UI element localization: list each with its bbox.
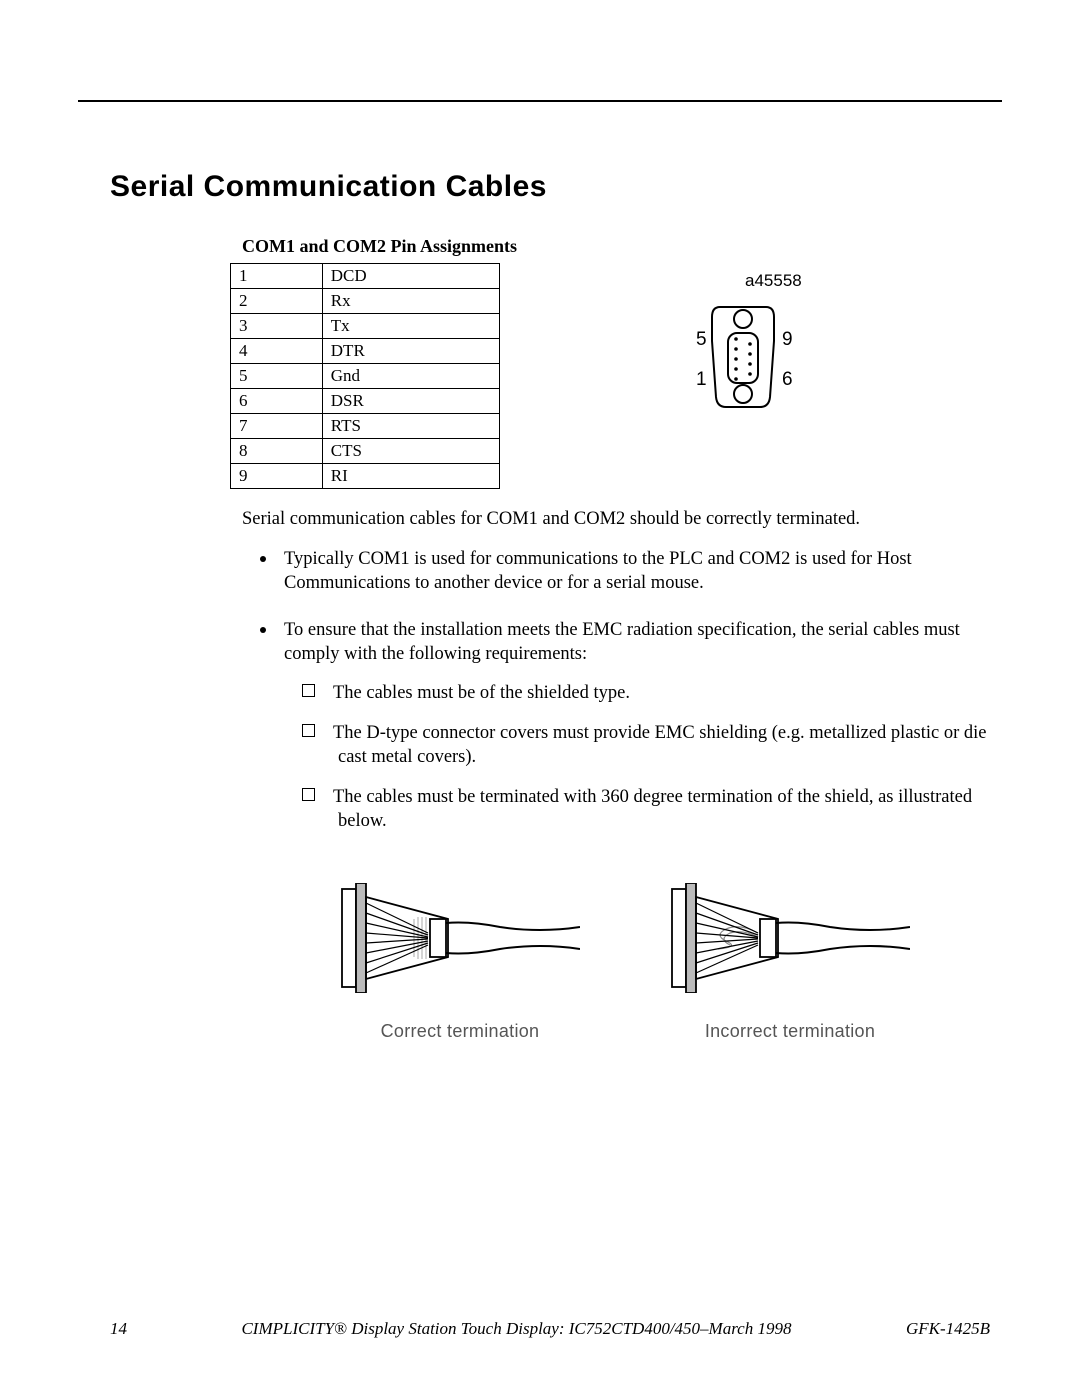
table-row: 4DTR [231, 339, 500, 364]
pin-label-9: 9 [782, 329, 793, 351]
pin-signal: CTS [322, 439, 499, 464]
table-row: 2Rx [231, 289, 500, 314]
table-row: 7RTS [231, 414, 500, 439]
figure-caption: Incorrect termination [705, 1021, 875, 1042]
table-row: 9RI [231, 464, 500, 489]
list-item: The D-type connector covers must provide… [302, 721, 990, 769]
pin-number: 3 [231, 314, 323, 339]
sub-text: The cables must be of the shielded type. [333, 683, 630, 703]
table-row: 5Gnd [231, 364, 500, 389]
footer-title: CIMPLICITY® Display Station Touch Displa… [241, 1319, 791, 1339]
sub-text: The cables must be terminated with 360 d… [333, 787, 972, 831]
page-footer: 14 CIMPLICITY® Display Station Touch Dis… [110, 1319, 990, 1339]
sub-text: The D-type connector covers must provide… [333, 723, 986, 767]
db9-connector-figure: a45558 [650, 271, 850, 441]
pin-number: 8 [231, 439, 323, 464]
pin-signal: Rx [322, 289, 499, 314]
table-row: 1DCD [231, 264, 500, 289]
pin-label-1: 1 [696, 369, 707, 391]
figure-caption: Correct termination [381, 1021, 540, 1042]
pin-table: 1DCD2Rx3Tx4DTR5Gnd6DSR7RTS8CTS9RI [230, 263, 500, 489]
doc-number: GFK-1425B [906, 1319, 990, 1339]
table-row: 8CTS [231, 439, 500, 464]
pin-signal: RTS [322, 414, 499, 439]
pin-label-6: 6 [782, 369, 793, 391]
table-row: 6DSR [231, 389, 500, 414]
page-number: 14 [110, 1319, 127, 1339]
pin-number: 2 [231, 289, 323, 314]
pin-signal: RI [322, 464, 499, 489]
bullet-text: To ensure that the installation meets th… [284, 620, 960, 664]
pin-signal: DCD [322, 264, 499, 289]
list-item: Typically COM1 is used for communication… [278, 545, 990, 596]
table-row: 3Tx [231, 314, 500, 339]
pin-number: 7 [231, 414, 323, 439]
checkbox-icon [302, 788, 315, 801]
table-caption: COM1 and COM2 Pin Assignments [242, 236, 990, 257]
pin-signal: Tx [322, 314, 499, 339]
pin-number: 4 [231, 339, 323, 364]
pin-signal: DTR [322, 339, 499, 364]
bullet-list: Typically COM1 is used for communication… [242, 545, 990, 833]
list-item: To ensure that the installation meets th… [278, 616, 990, 833]
list-item: The cables must be terminated with 360 d… [302, 785, 990, 833]
pin-label-5: 5 [696, 329, 707, 351]
termination-figures: Correct termination [330, 883, 990, 1042]
figure-correct: Correct termination [330, 883, 590, 1042]
pin-number: 6 [231, 389, 323, 414]
list-item: The cables must be of the shielded type. [302, 681, 990, 705]
page-title: Serial Communication Cables [110, 170, 990, 204]
sub-list: The cables must be of the shielded type.… [302, 681, 990, 833]
checkbox-icon [302, 724, 315, 737]
figure-incorrect: Incorrect termination [660, 883, 920, 1042]
pin-signal: DSR [322, 389, 499, 414]
pin-signal: Gnd [322, 364, 499, 389]
intro-text: Serial communication cables for COM1 and… [242, 507, 990, 531]
checkbox-icon [302, 684, 315, 697]
pin-number: 9 [231, 464, 323, 489]
pin-number: 1 [231, 264, 323, 289]
pin-number: 5 [231, 364, 323, 389]
